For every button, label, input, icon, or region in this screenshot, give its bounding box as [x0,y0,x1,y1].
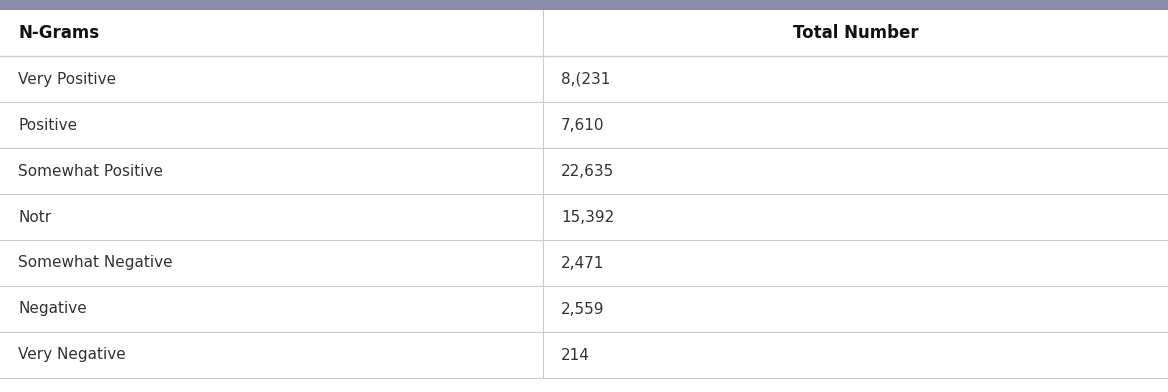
Text: Positive: Positive [18,118,77,132]
Bar [0,378,1168,392]
Text: 22,635: 22,635 [561,163,614,178]
Text: 2,559: 2,559 [561,301,605,316]
Text: Notr: Notr [18,209,51,225]
Bar [0,0,1168,10]
Bar [0,194,1168,240]
Text: Somewhat Positive: Somewhat Positive [18,163,164,178]
Text: 7,610: 7,610 [561,118,605,132]
Text: 8,(231: 8,(231 [561,71,611,87]
Text: Very Negative: Very Negative [18,347,126,363]
Bar [0,56,1168,102]
Bar [0,102,1168,148]
Bar [0,240,1168,286]
Text: 2,471: 2,471 [561,256,605,270]
Text: Somewhat Negative: Somewhat Negative [18,256,173,270]
Text: Negative: Negative [18,301,86,316]
Bar [0,332,1168,378]
Text: 214: 214 [561,347,590,363]
Text: Total Number: Total Number [793,24,918,42]
Text: Very Positive: Very Positive [18,71,116,87]
Bar [0,148,1168,194]
Bar [0,10,1168,56]
Text: N-Grams: N-Grams [18,24,99,42]
Text: 15,392: 15,392 [561,209,614,225]
Bar [0,286,1168,332]
